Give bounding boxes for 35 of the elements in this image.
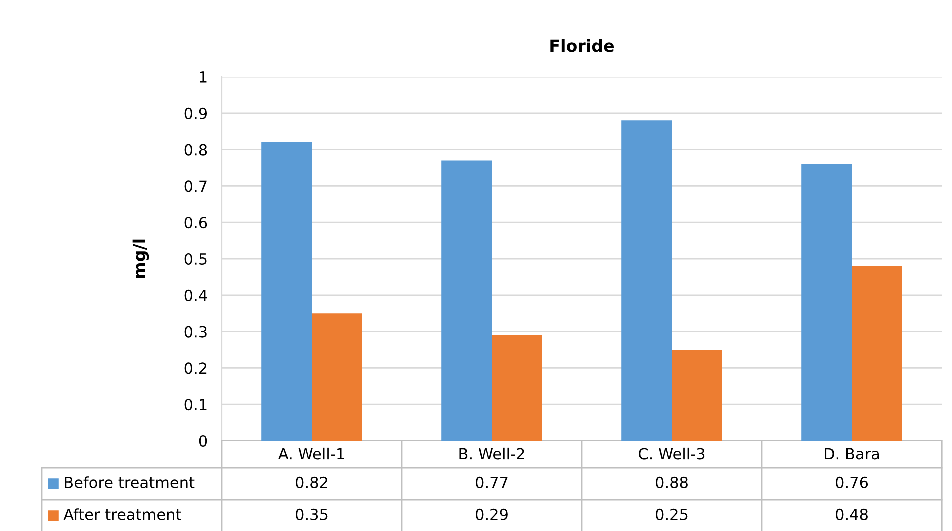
data-label: 0.25 [656, 508, 688, 520]
x-tick-label: D. Bara [825, 448, 880, 460]
y-tick-label: 0.8 [184, 144, 208, 156]
y-tick-label: 0.7 [184, 180, 207, 192]
y-tick-label: 0.6 [184, 217, 208, 229]
legend-label: After treatment [64, 508, 182, 520]
y-tick-label: 0.1 [184, 399, 207, 411]
bar [442, 160, 492, 441]
data-label: 0.76 [836, 476, 868, 488]
x-tick-label: B. Well-2 [460, 448, 524, 460]
legend-label: Before treatment [65, 476, 195, 488]
y-tick-label: 0.2 [184, 362, 207, 374]
bar [312, 314, 362, 441]
y-tick-label: 1 [200, 72, 207, 83]
bar [262, 142, 312, 441]
y-tick-label: 0.5 [184, 253, 207, 266]
y-tick-label: 0 [199, 435, 208, 448]
y-tick-label: 0.9 [184, 108, 208, 120]
bar [672, 350, 722, 441]
data-label: 0.82 [296, 476, 328, 488]
chart-title: Floride [550, 39, 614, 52]
x-tick-label: A. Well-1 [278, 448, 344, 460]
bar [802, 164, 852, 441]
data-label: 0.35 [296, 508, 328, 520]
bar [622, 120, 672, 441]
data-label: 0.77 [476, 476, 508, 488]
bar [852, 266, 902, 441]
data-label: 0.88 [656, 476, 688, 488]
bar [492, 335, 542, 441]
y-axis-title: mg/l [132, 240, 150, 278]
data-label: 0.48 [836, 508, 868, 520]
y-tick-label: 0.4 [184, 290, 208, 302]
data-label: 0.29 [476, 508, 508, 520]
x-tick-label: C. Well-3 [639, 448, 705, 460]
y-tick-label: 0.3 [184, 326, 207, 338]
